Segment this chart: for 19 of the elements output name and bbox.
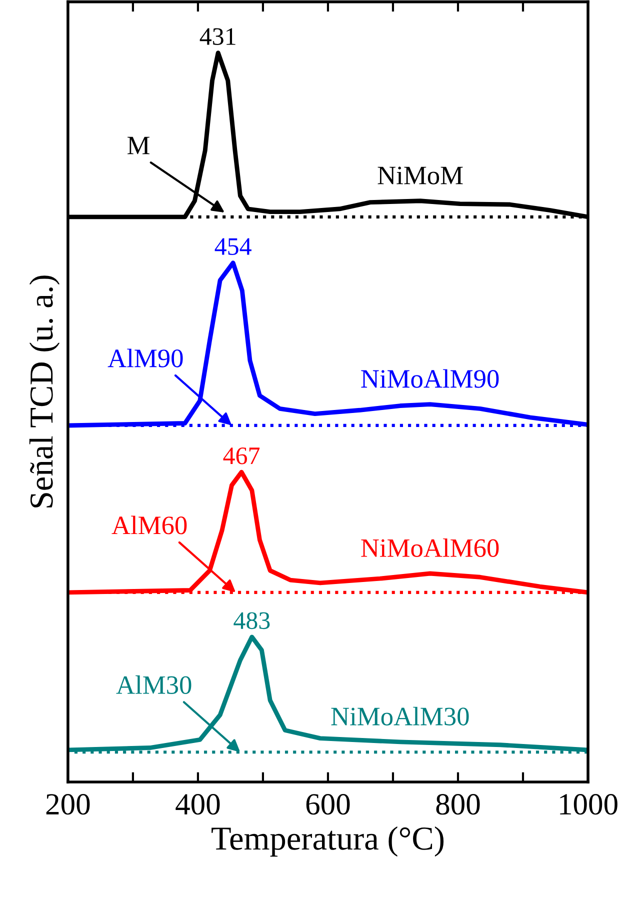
series-label: NiMoM <box>378 166 463 184</box>
series-label: NiMoAlM90 <box>361 369 499 388</box>
annotation: 467 <box>223 447 260 464</box>
annotation: AlM60 <box>112 516 187 534</box>
series-label: NiMoAlM60 <box>361 538 499 558</box>
x-tick-label: 400 <box>176 794 220 815</box>
y-axis-title: Señal TCD (u. a.) <box>29 276 60 508</box>
annotation: 483 <box>234 612 270 630</box>
x-tick-label: 1000 <box>560 794 618 815</box>
series-label: NiMoAlM30 <box>331 706 469 726</box>
annotation: M <box>128 136 150 154</box>
annotation: 431 <box>200 28 236 45</box>
x-tick-label: 600 <box>306 794 350 815</box>
annotation: AlM90 <box>108 348 183 368</box>
x-tick-label: 200 <box>46 794 90 815</box>
annotation: 454 <box>214 238 252 255</box>
x-axis-title: Temperatura (°C) <box>212 826 444 857</box>
annotation: AlM30 <box>116 675 192 694</box>
x-tick-label: 800 <box>436 794 480 815</box>
